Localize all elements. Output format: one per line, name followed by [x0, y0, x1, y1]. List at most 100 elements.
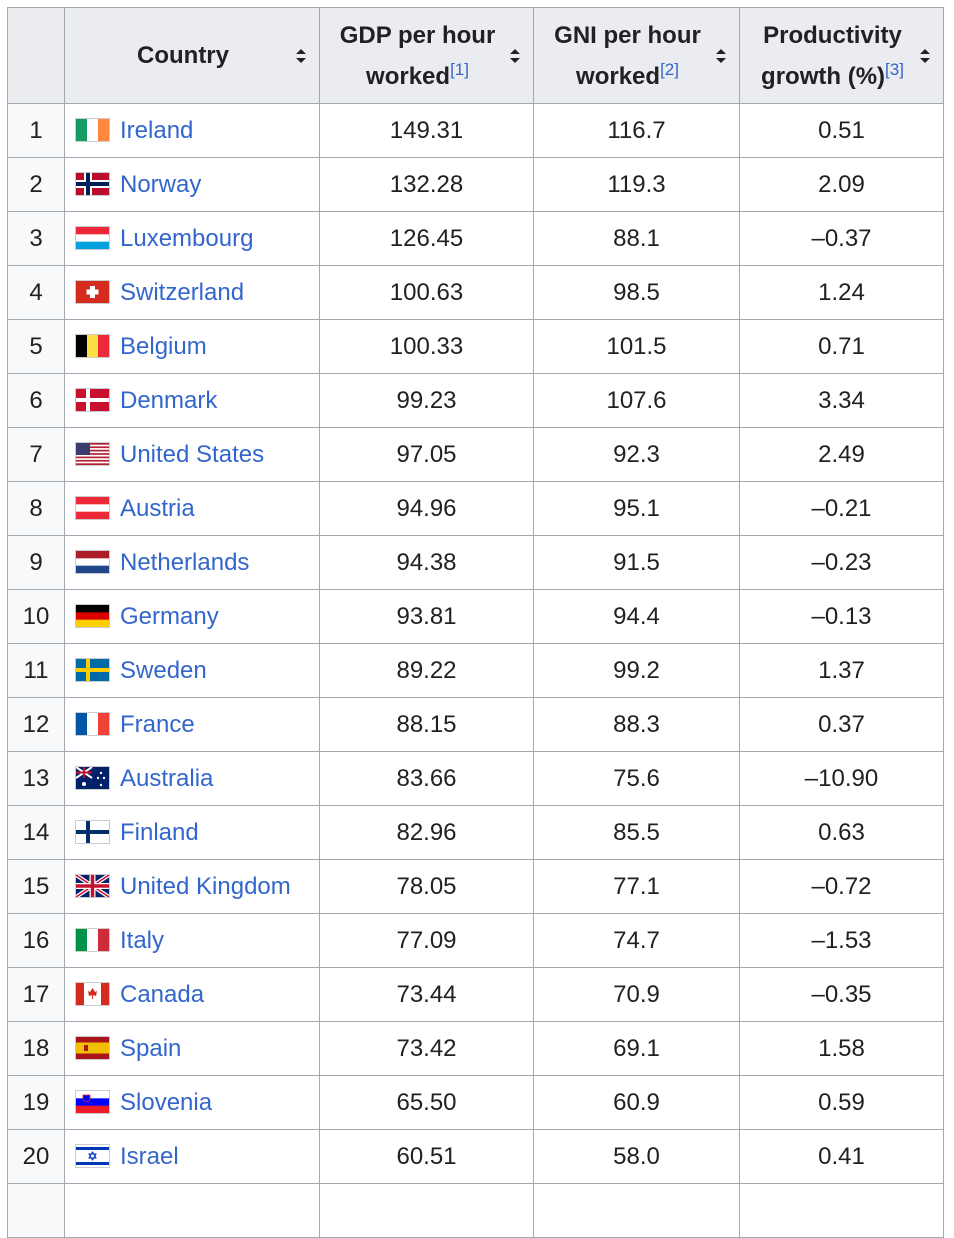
value-cell: 97.05 [319, 427, 534, 482]
rank-cell: 10 [7, 589, 65, 644]
table-row: 19 Slovenia 65.50 60.9 0.59 [7, 1075, 944, 1130]
value: –0.21 [811, 494, 872, 522]
value-cell: 0.59 [739, 1075, 944, 1130]
country-link[interactable]: Belgium [120, 332, 207, 360]
rank: 7 [29, 440, 43, 468]
sort-button[interactable] [919, 48, 931, 64]
country-link[interactable]: Austria [120, 494, 195, 522]
value-cell: 73.42 [319, 1021, 534, 1076]
flag [75, 225, 110, 250]
header-text: Productivity growth (%)[3] [740, 15, 943, 97]
country-link[interactable]: Germany [120, 602, 219, 630]
rank: 14 [22, 818, 50, 846]
value-cell: 65.50 [319, 1075, 534, 1130]
country-link[interactable]: Canada [120, 980, 205, 1008]
rank-cell: 12 [7, 697, 65, 752]
country-link[interactable]: Norway [120, 170, 202, 198]
value: 1.24 [818, 278, 865, 306]
country-cell: United States [64, 427, 320, 482]
value: 74.7 [613, 926, 660, 954]
value: 0.37 [818, 710, 865, 738]
flag [75, 117, 110, 142]
value: 99.2 [613, 656, 660, 684]
country-link[interactable]: Italy [120, 926, 165, 954]
value-cell: 78.05 [319, 859, 534, 914]
value: 93.81 [396, 602, 457, 630]
value: 73.42 [396, 1034, 457, 1062]
value-cell: –0.23 [739, 535, 944, 590]
value-cell: 88.3 [533, 697, 740, 752]
rank: 8 [29, 494, 43, 522]
rank-cell: 1 [7, 103, 65, 158]
value: 88.1 [613, 224, 660, 252]
rank: 12 [22, 710, 50, 738]
reference-link[interactable]: [2] [660, 59, 679, 79]
value-cell: 73.44 [319, 967, 534, 1022]
header-text: GNI per hour worked[2] [534, 15, 739, 97]
flag [74, 872, 111, 899]
rank: 4 [29, 278, 43, 306]
value: 60.51 [396, 1142, 457, 1170]
sort-button[interactable] [509, 48, 521, 64]
country-link[interactable]: Switzerland [120, 278, 245, 306]
country-link[interactable]: United Kingdom [120, 872, 291, 900]
flag [75, 711, 110, 736]
country-cell: Netherlands [64, 535, 320, 590]
country-cell: Spain [64, 1021, 320, 1076]
value: 92.3 [613, 440, 660, 468]
value: –0.37 [811, 224, 872, 252]
value-cell: 60.51 [319, 1129, 534, 1184]
rank-cell: 9 [7, 535, 65, 590]
value: 69.1 [613, 1034, 660, 1062]
rank-cell: 4 [7, 265, 65, 320]
value-cell: 1.37 [739, 643, 944, 698]
country-link[interactable]: Australia [120, 764, 214, 792]
value-cell: 88.15 [319, 697, 534, 752]
reference-link[interactable]: [3] [885, 59, 904, 79]
value-cell: 70.9 [533, 967, 740, 1022]
country-link[interactable]: Luxembourg [120, 224, 254, 252]
flag [75, 657, 110, 682]
country-link[interactable]: Israel [120, 1142, 179, 1170]
country-link[interactable]: Finland [120, 818, 199, 846]
value-cell: 100.33 [319, 319, 534, 374]
sort-button[interactable] [295, 48, 307, 64]
rank: 6 [29, 386, 43, 414]
country-link[interactable]: Denmark [120, 386, 218, 414]
rank-cell: 20 [7, 1129, 65, 1184]
value-cell: 0.71 [739, 319, 944, 374]
country-link[interactable]: Netherlands [120, 548, 250, 576]
table-row: 8 Austria 94.96 95.1 –0.21 [7, 481, 944, 536]
country-link[interactable]: Spain [120, 1034, 182, 1062]
country-link[interactable]: United States [120, 440, 265, 468]
country-link[interactable]: France [120, 710, 195, 738]
rank: 19 [22, 1088, 50, 1116]
flag [75, 333, 110, 358]
rank-cell: 13 [7, 751, 65, 806]
value-cell: 0.37 [739, 697, 944, 752]
flag [75, 387, 110, 412]
sort-button[interactable] [715, 48, 727, 64]
value: –10.90 [804, 764, 879, 792]
value: 88.15 [396, 710, 457, 738]
value-cell: 94.96 [319, 481, 534, 536]
value-cell: –0.13 [739, 589, 944, 644]
value: 73.44 [396, 980, 457, 1008]
rank: 11 [23, 656, 49, 684]
table-row: 12 France 88.15 88.3 0.37 [7, 697, 944, 752]
country-link[interactable]: Slovenia [120, 1088, 213, 1116]
country-link[interactable]: Sweden [120, 656, 207, 684]
value: 77.09 [396, 926, 457, 954]
value: 116.7 [607, 116, 666, 144]
country-link[interactable]: Ireland [120, 116, 194, 144]
value: 149.31 [389, 116, 464, 144]
value: 101.5 [606, 332, 667, 360]
value: 3.34 [818, 386, 865, 414]
country-cell: Luxembourg [64, 211, 320, 266]
value-cell: 83.66 [319, 751, 534, 806]
value: 0.41 [818, 1142, 865, 1170]
reference-link[interactable]: [1] [450, 59, 469, 79]
flag [75, 981, 110, 1006]
rank: 5 [29, 332, 43, 360]
header-cell [7, 7, 65, 104]
